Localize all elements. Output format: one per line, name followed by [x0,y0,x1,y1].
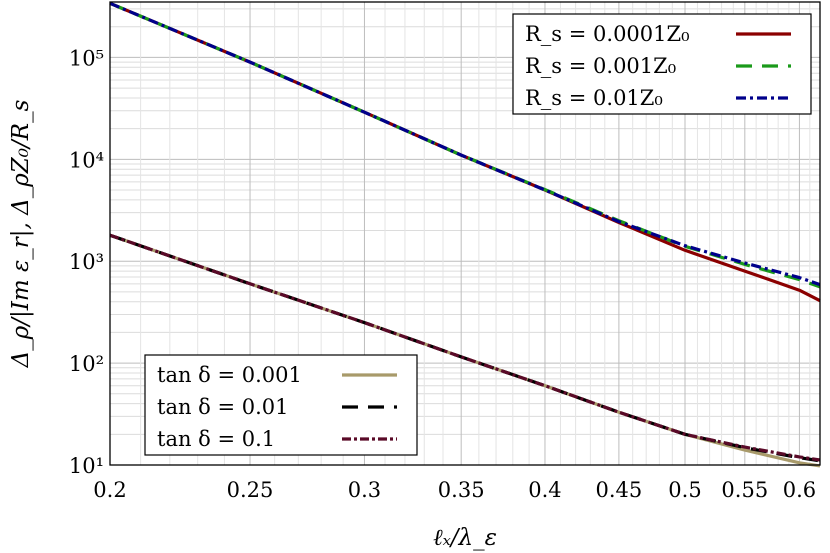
series-layer [109,1,821,468]
y-tick-label: 10¹ [69,454,104,478]
x-tick-label: 0.2 [93,478,126,502]
x-axis-label: ℓₓ/λ_ε [433,525,497,551]
legend-label: tan δ = 0.1 [157,427,275,451]
x-tick-label: 0.35 [438,478,485,502]
x-tick-label: 0.6 [783,478,816,502]
y-tick-label: 10⁵ [69,46,104,70]
legend-box [144,354,418,456]
legend-label: R_s = 0.001Z₀ [525,54,676,78]
series-line-2 [109,1,821,287]
x-tick-label: 0.3 [348,478,381,502]
y-tick-label: 10³ [69,250,104,274]
x-tick-label: 0.55 [721,478,768,502]
series-line-5 [109,233,821,462]
legend-label: tan δ = 0.001 [157,363,302,387]
y-tick-label: 10⁴ [69,148,104,172]
y-axis-label: Δ_ρ/|Im ε_r|, Δ_ρZ₀/R_s [8,99,34,368]
plot-frame [109,1,821,466]
legend-bottom-left: tan δ = 0.001 tan δ = 0.01 tan δ = 0.1 [144,354,418,456]
legends: R_s = 0.0001Z₀ R_s = 0.001Z₀ R_s = 0.01Z₀ t… [144,13,812,456]
axis-labels: ℓₓ/λ_ε Δ_ρ/|Im ε_r|, Δ_ρZ₀/R_s [8,99,497,551]
legend-top-right: R_s = 0.0001Z₀ R_s = 0.001Z₀ R_s = 0.01Z₀ [512,13,812,115]
tick-labels: 0.2 0.25 0.3 0.35 0.4 0.45 0.5 0.55 0.6 10¹ 10² 10³… [69,46,816,502]
y-tick-label: 10² [69,352,104,376]
legend-label: tan δ = 0.01 [157,395,289,419]
x-tick-label: 0.5 [668,478,701,502]
x-tick-label: 0.25 [227,478,274,502]
x-tick-label: 0.4 [528,478,561,502]
legend-label: R_s = 0.01Z₀ [525,86,663,110]
x-tick-label: 0.45 [596,478,643,502]
legend-label: R_s = 0.0001Z₀ [525,22,690,46]
